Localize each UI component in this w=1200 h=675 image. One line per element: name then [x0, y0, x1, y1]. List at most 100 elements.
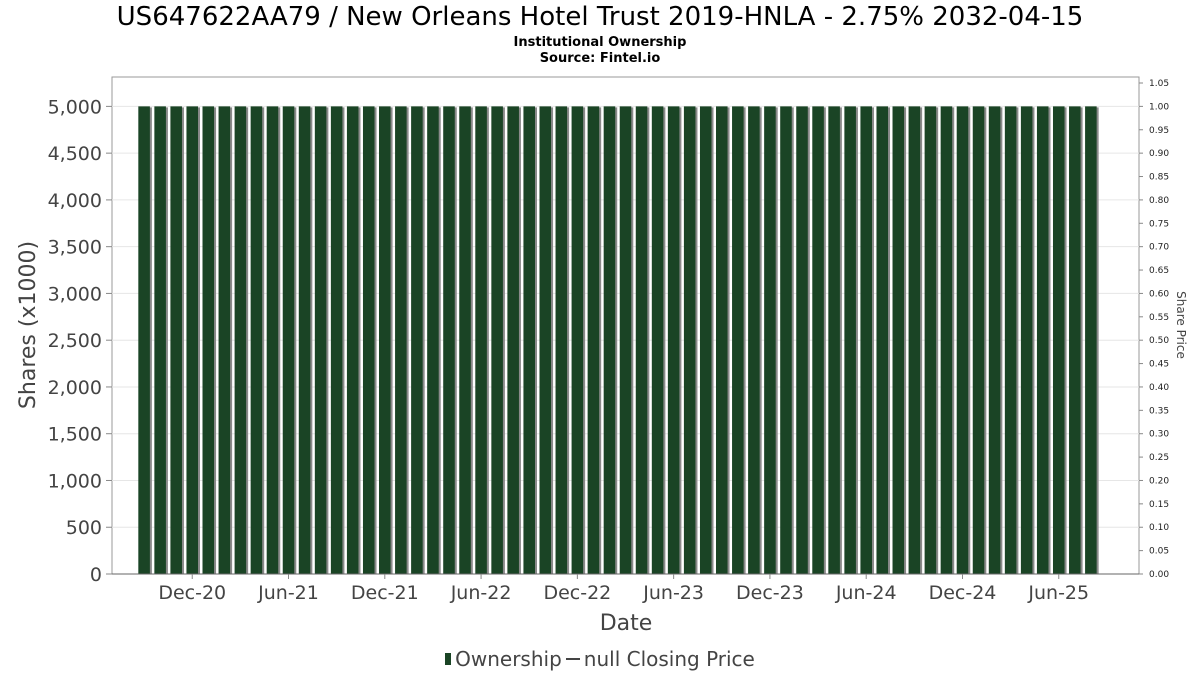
chart-title: US647622AA79 / New Orleans Hotel Trust 2… — [116, 2, 1084, 32]
price-line-icon — [565, 658, 580, 660]
ownership-bar — [250, 106, 263, 574]
y2-tick-label: 0.30 — [1149, 430, 1169, 440]
y-axis-label: Shares (x1000) — [16, 241, 41, 409]
ownership-bar — [266, 106, 279, 574]
y-tick-label: 4,500 — [48, 143, 102, 165]
ownership-bar — [780, 106, 792, 574]
ownership-bar — [1020, 106, 1033, 574]
ownership-bar — [667, 106, 680, 574]
x-axis-label: Date — [600, 611, 653, 636]
ownership-bar — [619, 106, 632, 574]
y-tick-label: 4,000 — [48, 190, 102, 212]
y2-tick-label: 0.15 — [1149, 500, 1169, 510]
x-tick-label: Jun-24 — [835, 582, 897, 604]
y2-tick-label: 0.75 — [1149, 219, 1169, 229]
ownership-swatch-icon — [445, 653, 452, 665]
chart-source: Source: Fintel.io — [539, 51, 661, 66]
y2-tick-label: 0.45 — [1149, 360, 1169, 370]
y-tick-label: 3,000 — [48, 283, 102, 305]
x-tick-label: Dec-22 — [543, 582, 611, 604]
ownership-bar — [940, 106, 953, 574]
ownership-bar — [411, 106, 423, 574]
ownership-bar — [491, 106, 503, 574]
x-tick-label: Jun-22 — [450, 582, 512, 604]
ownership-bar — [956, 106, 969, 574]
ownership-bar — [314, 106, 327, 574]
ownership-bar — [796, 106, 808, 574]
y2-tick-label: 0.90 — [1149, 149, 1169, 159]
ownership-bar — [1069, 106, 1081, 574]
ownership-bar — [972, 106, 985, 574]
ownership-bar — [683, 106, 696, 574]
y2-tick-label: 1.05 — [1149, 79, 1169, 89]
legend: Ownership null Closing Price — [0, 647, 1200, 671]
ownership-bar — [154, 106, 166, 574]
ownership-bar — [699, 106, 712, 574]
ownership-bar — [908, 106, 921, 574]
ownership-bar — [988, 106, 1001, 574]
ownership-bar — [218, 106, 231, 574]
y-tick-label: 500 — [66, 517, 102, 539]
x-tick-label: Jun-23 — [642, 582, 704, 604]
ownership-bar — [587, 106, 600, 574]
ownership-bar — [170, 106, 182, 574]
y2-tick-label: 0.95 — [1149, 126, 1169, 136]
y-tick-label: 1,500 — [48, 424, 102, 446]
ownership-bar — [635, 106, 648, 574]
ownership-bar — [395, 106, 407, 574]
bars — [138, 106, 1099, 574]
ownership-bar — [860, 106, 872, 574]
ownership-bar — [186, 106, 199, 574]
chart-subtitle: Institutional Ownership — [513, 35, 687, 50]
ownership-bar — [539, 106, 552, 574]
ownership-bar — [1052, 106, 1065, 574]
x-tick-label: Jun-25 — [1027, 582, 1089, 604]
x-tick-label: Dec-20 — [158, 582, 226, 604]
ownership-bar — [298, 106, 311, 574]
y-tick-label: 2,000 — [48, 377, 102, 399]
x-tick-label: Dec-24 — [929, 582, 997, 604]
y-tick-label: 3,500 — [48, 237, 102, 259]
ownership-bar — [1085, 106, 1097, 574]
ownership-bar — [828, 106, 840, 574]
y2-tick-label: 0.85 — [1149, 173, 1169, 183]
ownership-bar — [346, 106, 359, 574]
ownership-bar — [475, 106, 487, 574]
ownership-bar — [748, 106, 760, 574]
ownership-bar — [732, 106, 744, 574]
ownership-bar — [1004, 106, 1017, 574]
ownership-bar — [507, 106, 519, 574]
y2-tick-label: 0.35 — [1149, 406, 1169, 416]
ownership-bar — [603, 106, 616, 574]
y-tick-label: 5,000 — [48, 96, 102, 118]
x-tick-label: Jun-21 — [257, 582, 319, 604]
y2-tick-label: 0.50 — [1149, 336, 1169, 346]
y2-tick-label: 0.10 — [1149, 523, 1169, 533]
ownership-bar — [876, 106, 889, 574]
ownership-bar — [459, 106, 471, 574]
ownership-bar — [555, 106, 568, 574]
axes: 0 500 1,000 1,500 2,000 2,500 3,000 3,500 4,000 4… — [48, 79, 1170, 604]
y2-tick-label: 0.65 — [1149, 266, 1169, 276]
ownership-bar — [716, 106, 728, 574]
ownership-bar — [1036, 106, 1049, 574]
legend-ownership: Ownership — [455, 647, 562, 671]
x-tick-label: Dec-21 — [351, 582, 419, 604]
y2-tick-label: 0.05 — [1149, 547, 1169, 557]
ownership-bar — [330, 106, 343, 574]
y-tick-label: 1,000 — [48, 470, 102, 492]
ownership-bar — [282, 106, 295, 574]
ownership-bar — [427, 106, 439, 574]
ownership-bar — [892, 106, 905, 574]
ownership-bar — [812, 106, 824, 574]
ownership-bar — [844, 106, 856, 574]
y2-tick-label: 0.55 — [1149, 313, 1169, 323]
y2-axis-label: Share Price — [1174, 291, 1188, 359]
y2-tick-label: 0.25 — [1149, 453, 1169, 463]
ownership-bar — [362, 106, 375, 574]
y2-tick-label: 1.00 — [1149, 102, 1169, 112]
ownership-bar — [234, 106, 247, 574]
ownership-bar — [924, 106, 937, 574]
ownership-bar — [764, 106, 776, 574]
